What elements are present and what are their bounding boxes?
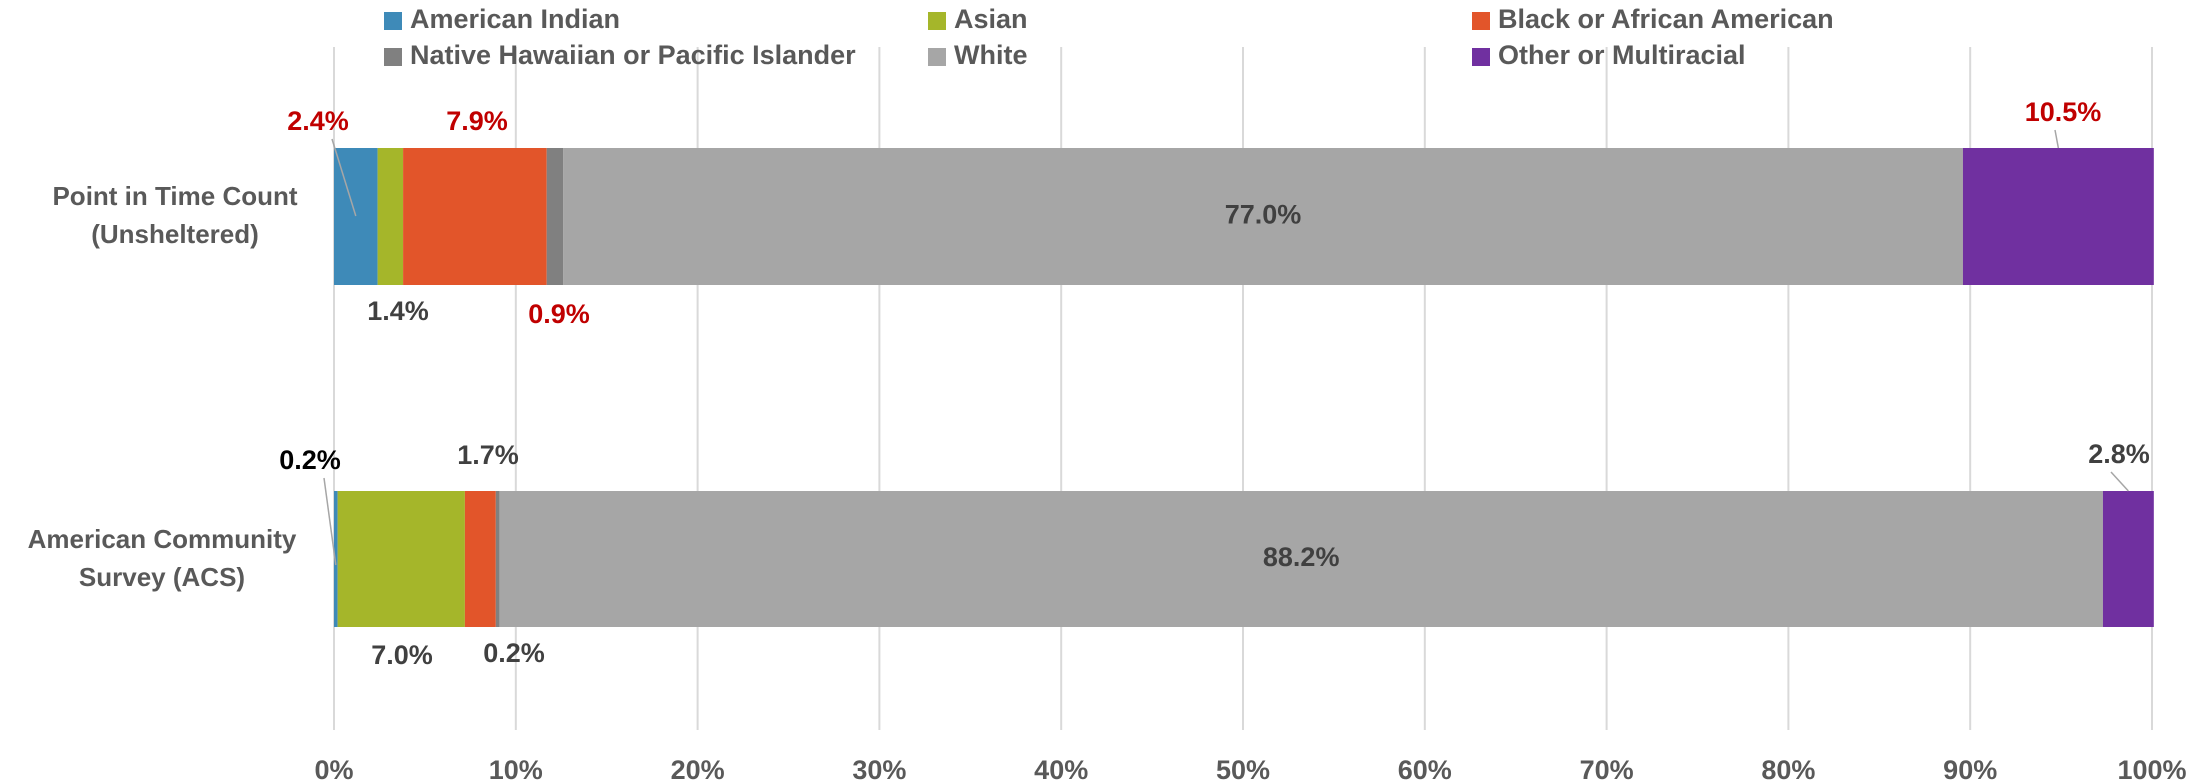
legend-label: Other or Multiracial: [1498, 40, 1746, 70]
legend-swatch: [1472, 12, 1490, 30]
legend-label: Native Hawaiian or Pacific Islander: [410, 40, 856, 70]
category-label: Point in Time Count (Unsheltered): [52, 181, 298, 249]
legend-swatch: [928, 48, 946, 66]
x-tick-label: 90%: [1943, 755, 1997, 783]
data-label: 1.7%: [457, 440, 519, 470]
bar-segment: [464, 491, 496, 627]
x-tick-label: 0%: [314, 755, 353, 783]
legend-swatch: [928, 12, 946, 30]
bar-segment: [546, 148, 564, 285]
bar-segment: [403, 148, 547, 285]
leader-line: [323, 477, 337, 566]
data-label: 10.5%: [2025, 97, 2102, 127]
bar-segment: [563, 148, 1963, 285]
x-tick-label: 10%: [489, 755, 543, 783]
category-label: American Community Survey (ACS): [27, 524, 297, 592]
x-tick-label: 20%: [671, 755, 725, 783]
bar-segment: [377, 148, 404, 285]
bar-segment: [1962, 148, 2154, 285]
legend-swatch: [1472, 48, 1490, 66]
data-label: 0.2%: [279, 445, 341, 475]
legend-swatch: [384, 12, 402, 30]
data-label: 2.8%: [2088, 439, 2150, 469]
leader-line: [2054, 129, 2060, 149]
leader-line: [2110, 471, 2129, 492]
legend-label: American Indian: [410, 4, 620, 34]
x-tick-label: 70%: [1580, 755, 1634, 783]
x-tick-label: 100%: [2117, 755, 2186, 783]
data-label: 0.9%: [528, 299, 590, 329]
legend-label: Asian: [954, 4, 1028, 34]
leader-line: [331, 138, 357, 217]
x-tick-label: 80%: [1761, 755, 1815, 783]
legend-swatch: [384, 48, 402, 66]
data-label: 1.4%: [367, 296, 429, 326]
data-label: 7.9%: [446, 106, 508, 136]
legend-label: Black or African American: [1498, 4, 1834, 34]
data-label: 7.0%: [371, 640, 433, 670]
legend-label: White: [954, 40, 1028, 70]
data-label: 2.4%: [287, 106, 349, 136]
x-tick-label: 50%: [1216, 755, 1270, 783]
data-label: 0.2%: [483, 638, 545, 668]
x-tick-label: 30%: [852, 755, 906, 783]
data-label: 88.2%: [1263, 542, 1340, 572]
data-label: 77.0%: [1225, 200, 1302, 230]
bar-segment: [334, 491, 338, 627]
bar-segment: [337, 491, 465, 627]
x-tick-label: 40%: [1034, 755, 1088, 783]
bar-segment: [499, 491, 2103, 627]
bar-segment: [495, 491, 500, 627]
x-tick-label: 60%: [1398, 755, 1452, 783]
bar-segment: [2102, 491, 2154, 627]
